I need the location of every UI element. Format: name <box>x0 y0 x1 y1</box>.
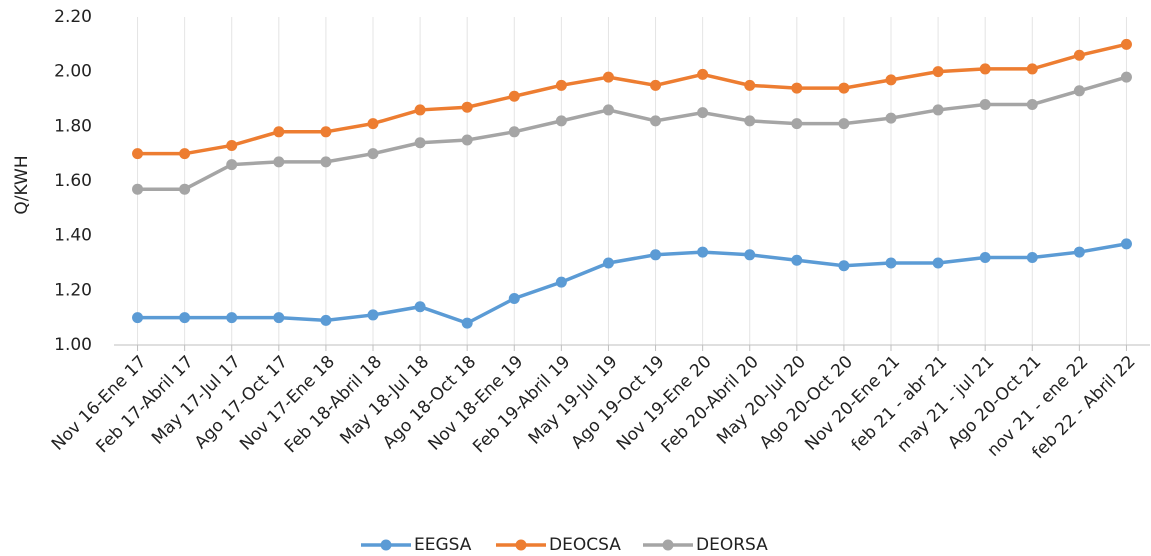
data-point <box>744 249 756 261</box>
data-point <box>697 68 709 80</box>
legend-marker <box>662 539 674 551</box>
data-point <box>414 137 426 149</box>
data-point <box>791 82 803 94</box>
data-point <box>602 257 614 269</box>
data-point <box>461 134 473 146</box>
data-point <box>791 254 803 266</box>
data-point <box>1026 252 1038 264</box>
data-point <box>1073 85 1085 97</box>
data-point <box>885 112 897 124</box>
data-point <box>414 104 426 116</box>
series-line <box>137 242 1127 326</box>
data-point <box>273 126 285 138</box>
data-point <box>132 312 144 324</box>
data-point <box>320 156 332 168</box>
data-point <box>1026 63 1038 75</box>
data-point <box>979 63 991 75</box>
data-point <box>602 71 614 83</box>
data-point <box>885 74 897 86</box>
data-point <box>650 249 662 261</box>
data-point <box>1073 246 1085 258</box>
data-point <box>650 79 662 91</box>
data-point <box>555 115 567 127</box>
data-point <box>791 118 803 130</box>
data-point <box>508 126 520 138</box>
series-line <box>137 42 1127 156</box>
data-point <box>885 257 897 269</box>
data-point <box>226 312 238 324</box>
data-point <box>132 148 144 160</box>
data-point <box>367 118 379 130</box>
data-point <box>838 118 850 130</box>
series-line <box>137 75 1127 191</box>
legend-label: EEGSA <box>414 535 472 555</box>
legend-marker <box>380 539 392 551</box>
data-point <box>932 104 944 116</box>
data-point <box>1120 238 1132 250</box>
y-tick-label: 1.20 <box>54 280 92 300</box>
data-point <box>461 317 473 329</box>
y-axis-label: Q/KWH <box>12 155 32 214</box>
data-point <box>932 257 944 269</box>
data-point <box>979 98 991 110</box>
data-point <box>273 156 285 168</box>
y-tick-label: 2.20 <box>54 7 92 27</box>
data-point <box>744 115 756 127</box>
data-point <box>273 312 285 324</box>
data-point <box>461 101 473 113</box>
data-point <box>508 90 520 102</box>
y-tick-label: 1.80 <box>54 116 92 136</box>
data-point <box>320 126 332 138</box>
y-tick-label: 2.00 <box>54 62 92 82</box>
data-point <box>179 148 191 160</box>
data-point <box>838 260 850 272</box>
data-point <box>226 159 238 171</box>
data-point <box>697 107 709 119</box>
data-point <box>1120 71 1132 83</box>
data-point <box>367 309 379 321</box>
y-tick-label: 1.40 <box>54 226 92 246</box>
data-point <box>932 66 944 78</box>
data-point <box>555 276 567 288</box>
data-point <box>1120 38 1132 50</box>
data-point <box>979 252 991 264</box>
data-point <box>1026 98 1038 110</box>
data-point <box>602 104 614 116</box>
data-point <box>320 314 332 326</box>
data-point <box>414 301 426 313</box>
data-point <box>226 139 238 151</box>
legend-label: DEORSA <box>696 535 768 555</box>
legend-marker <box>515 539 527 551</box>
data-point <box>838 82 850 94</box>
data-point <box>508 293 520 305</box>
data-point <box>367 148 379 160</box>
data-point <box>179 183 191 195</box>
data-point <box>697 246 709 258</box>
legend-label: DEOCSA <box>549 535 621 555</box>
data-point <box>555 79 567 91</box>
y-tick-label: 1.00 <box>54 335 92 355</box>
data-point <box>744 79 756 91</box>
data-point <box>132 183 144 195</box>
data-point <box>650 115 662 127</box>
data-point <box>1073 49 1085 61</box>
data-point <box>179 312 191 324</box>
y-tick-label: 1.60 <box>54 171 92 191</box>
